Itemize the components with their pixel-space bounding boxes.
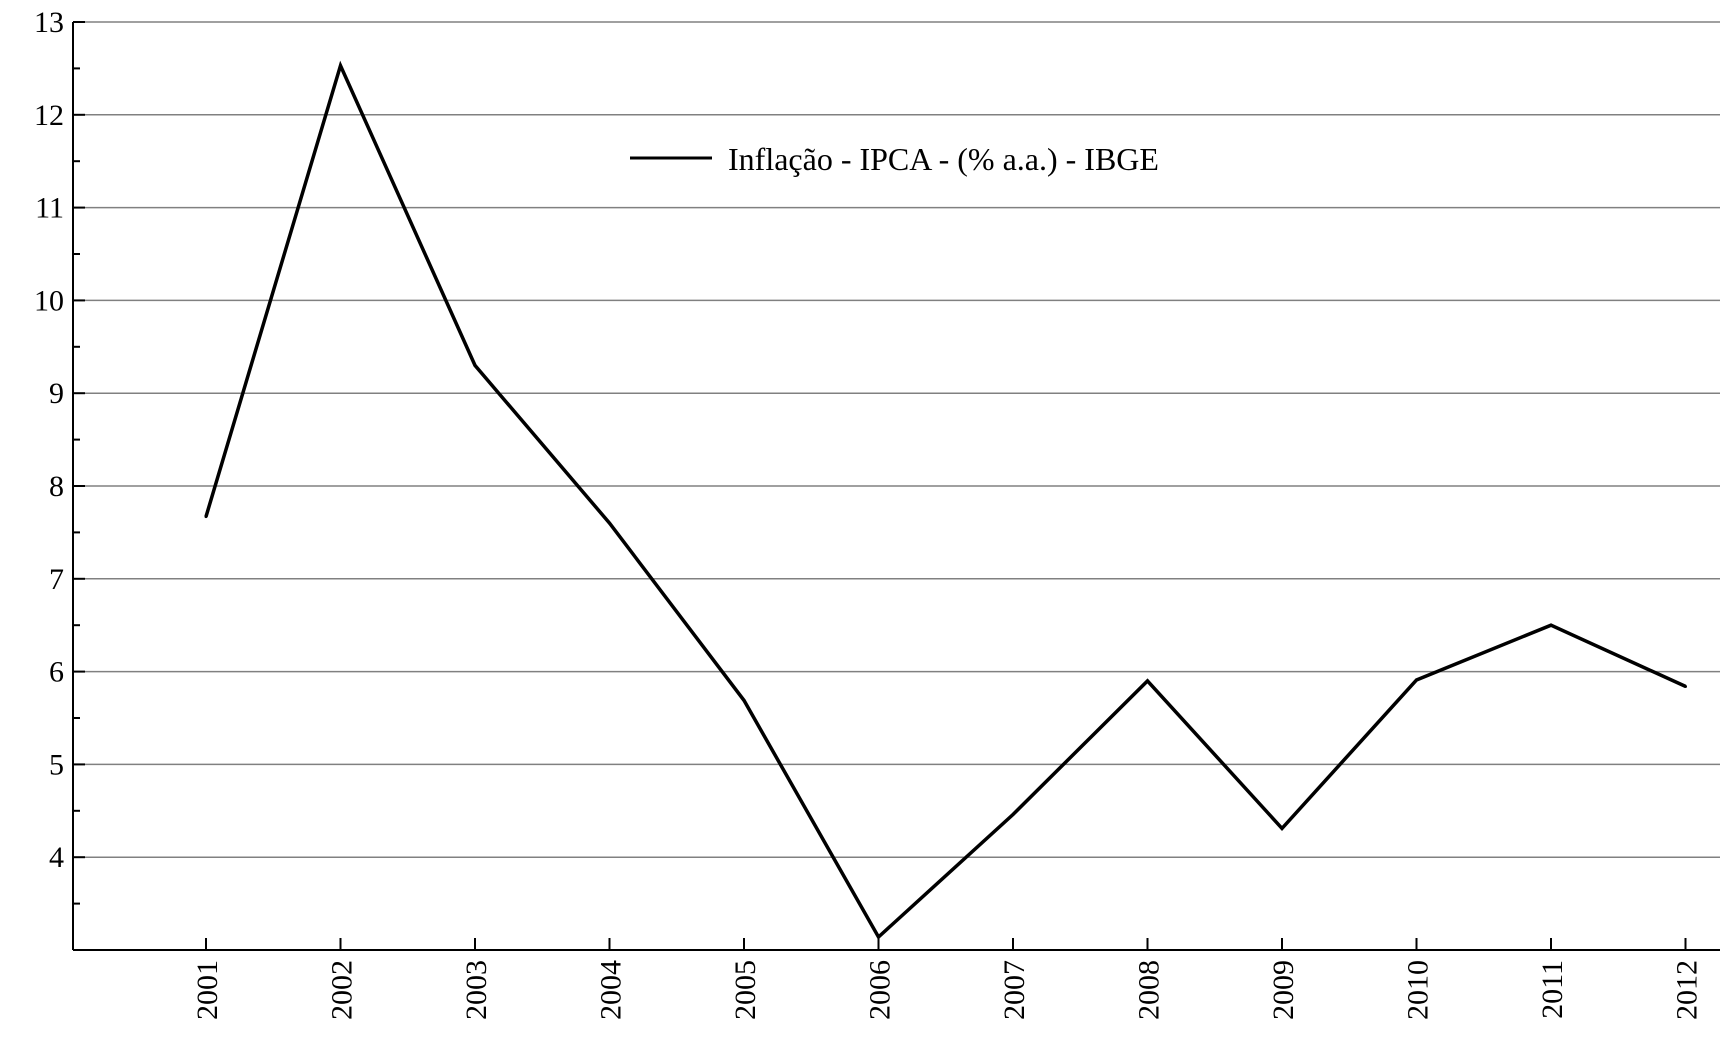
- x-tick-label: 2012: [1671, 960, 1704, 1020]
- x-tick-label: 2005: [729, 960, 762, 1020]
- x-tick-label: 2004: [595, 960, 628, 1020]
- legend-label: Inflação - IPCA - (% a.a.) - IBGE: [728, 141, 1159, 177]
- data-point: [1415, 678, 1418, 682]
- legend: Inflação - IPCA - (% a.a.) - IBGE: [630, 141, 1159, 177]
- data-point: [742, 698, 746, 702]
- y-ticks: 4 5 6 7 8 9 10 11 12 13: [34, 6, 85, 905]
- y-tick-label: 12: [34, 99, 64, 132]
- data-point: [608, 521, 611, 525]
- x-tick-label: 2009: [1267, 960, 1300, 1020]
- series-line: [204, 60, 1687, 940]
- x-tick-label: 2008: [1133, 960, 1166, 1020]
- y-tick-label: 7: [49, 563, 64, 596]
- data-point: [339, 64, 342, 68]
- y-tick-label: 8: [49, 470, 64, 503]
- y-tick-label: 5: [49, 748, 64, 781]
- x-tick-label: 2001: [191, 960, 224, 1020]
- data-point: [1549, 623, 1553, 627]
- x-tick-label: 2010: [1402, 960, 1435, 1020]
- x-tick-label: 2011: [1536, 960, 1569, 1019]
- x-tick-label: 2002: [326, 960, 359, 1020]
- y-tick-label: 10: [34, 284, 64, 317]
- gridlines: [73, 21, 1720, 858]
- x-tick-label: 2006: [864, 960, 897, 1020]
- data-point: [204, 515, 208, 519]
- data-point: [473, 363, 477, 367]
- data-point: [877, 935, 880, 939]
- y-tick-label: 11: [35, 192, 64, 225]
- y-tick-label: 6: [49, 656, 64, 689]
- x-ticks: 2001 2002 2003 2004 2005 2006 2007 2008 2009 2010…: [191, 938, 1704, 1020]
- x-tick-label: 2007: [998, 960, 1031, 1020]
- data-point: [1011, 813, 1015, 817]
- data-point: [1280, 826, 1284, 830]
- data-point: [1684, 684, 1687, 688]
- y-tick-label: 4: [49, 841, 64, 874]
- series-group: [204, 60, 1687, 940]
- data-point: [1146, 679, 1149, 683]
- y-tick-label: 13: [34, 6, 64, 39]
- y-tick-label: 9: [49, 377, 64, 410]
- x-tick-label: 2003: [460, 960, 493, 1020]
